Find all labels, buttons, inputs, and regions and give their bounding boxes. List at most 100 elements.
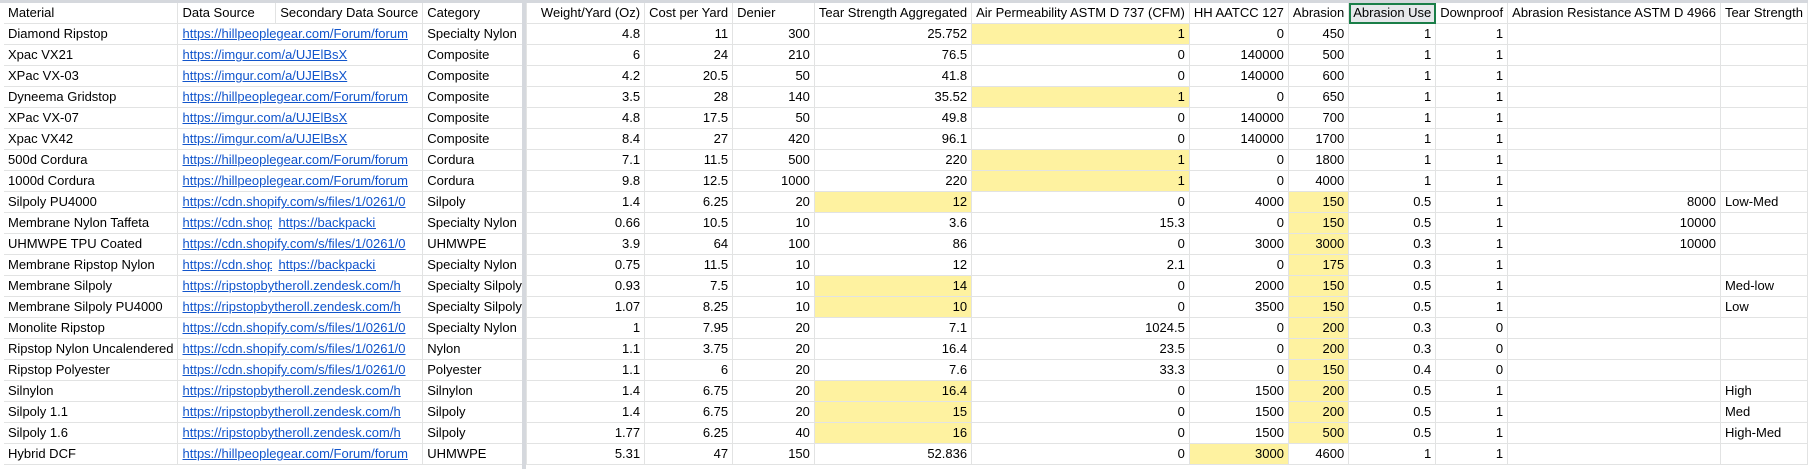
data-source-link[interactable]: https://cdn.shopify. https://backpacking [177, 212, 424, 234]
data-source-link[interactable]: https://imgur.com/a/UJElBsX [177, 44, 424, 66]
header-tear-strength[interactable]: Tear Strength [1720, 3, 1808, 24]
material-cell[interactable]: Silpoly PU4000 [4, 191, 179, 213]
cost-cell[interactable]: 10.5 [644, 212, 734, 234]
downproof-cell[interactable]: 0 [1435, 317, 1509, 339]
hh-cell[interactable]: 1500 [1189, 380, 1289, 402]
abrasion-cell[interactable]: 200 [1288, 338, 1350, 360]
header-abrasion[interactable]: Abrasion [1288, 3, 1350, 24]
material-cell[interactable]: UHMWPE TPU Coated [4, 233, 179, 255]
abrasion-cell[interactable]: 650 [1288, 86, 1350, 108]
cost-cell[interactable]: 6.25 [644, 422, 734, 444]
downproof-cell[interactable]: 1 [1435, 86, 1509, 108]
cost-cell[interactable]: 6.75 [644, 401, 734, 423]
weight-cell[interactable]: 9.8 [526, 170, 646, 192]
denier-cell[interactable]: 20 [732, 380, 815, 402]
tear-strength-aggregated-cell[interactable]: 10 [814, 296, 973, 318]
category-cell[interactable]: Composite [422, 65, 527, 87]
tear-strength-aggregated-cell[interactable]: 76.5 [814, 44, 973, 66]
abrasion-resistance-astm-cell[interactable] [1507, 44, 1721, 66]
abrasion-resistance-astm-cell[interactable] [1507, 149, 1721, 171]
cost-cell[interactable]: 12.5 [644, 170, 734, 192]
denier-cell[interactable]: 20 [732, 338, 815, 360]
category-cell[interactable]: Composite [422, 44, 527, 66]
denier-cell[interactable]: 10 [732, 296, 815, 318]
hh-cell[interactable]: 0 [1189, 86, 1289, 108]
abrasion-cell[interactable]: 1700 [1288, 128, 1350, 150]
abrasion-cell[interactable]: 150 [1288, 275, 1350, 297]
data-source-link[interactable]: https://hillpeoplegear.com/Forum/forum [177, 149, 424, 171]
hh-cell[interactable]: 2000 [1189, 275, 1289, 297]
cost-cell[interactable]: 11.5 [644, 149, 734, 171]
weight-cell[interactable]: 0.93 [526, 275, 646, 297]
weight-cell[interactable]: 4.8 [526, 107, 646, 129]
header-downproof[interactable]: Downproof [1435, 3, 1509, 24]
weight-cell[interactable]: 0.66 [526, 212, 646, 234]
data-source-link[interactable]: https://hillpeoplegear.com/Forum/forum [177, 170, 424, 192]
material-cell[interactable]: Silpoly 1.6 [4, 422, 179, 444]
denier-cell[interactable]: 140 [732, 86, 815, 108]
cost-cell[interactable]: 8.25 [644, 296, 734, 318]
category-cell[interactable]: Specialty Nylon [422, 23, 527, 45]
air-permeability-cell[interactable]: 1 [971, 86, 1190, 108]
tear-strength-cell[interactable] [1720, 149, 1808, 171]
data-source-link[interactable]: https://cdn.shopify. [182, 215, 272, 230]
denier-cell[interactable]: 40 [732, 422, 815, 444]
material-cell[interactable]: Hybrid DCF [4, 443, 179, 465]
cost-cell[interactable]: 11.5 [644, 254, 734, 276]
material-cell[interactable]: Silpoly 1.1 [4, 401, 179, 423]
category-cell[interactable]: Specialty Silpoly [422, 275, 527, 297]
downproof-cell[interactable]: 0 [1435, 338, 1509, 360]
hh-cell[interactable]: 140000 [1189, 128, 1289, 150]
denier-cell[interactable]: 10 [732, 275, 815, 297]
air-permeability-cell[interactable]: 1024.5 [971, 317, 1190, 339]
header-tear-strength-aggregated[interactable]: Tear Strength Aggregated [814, 3, 973, 24]
data-source-link[interactable]: https://ripstopbytheroll.zendesk.com/h [177, 275, 424, 297]
hh-cell[interactable]: 3500 [1189, 296, 1289, 318]
tear-strength-aggregated-cell[interactable]: 41.8 [814, 65, 973, 87]
hh-cell[interactable]: 140000 [1189, 107, 1289, 129]
data-source-link[interactable]: https://hillpeoplegear.com/Forum/forum [177, 443, 424, 465]
data-source-link[interactable]: https://imgur.com/a/UJElBsX [177, 65, 424, 87]
tear-strength-cell[interactable] [1720, 317, 1808, 339]
cost-cell[interactable]: 7.5 [644, 275, 734, 297]
air-permeability-cell[interactable]: 23.5 [971, 338, 1190, 360]
material-cell[interactable]: 1000d Cordura [4, 170, 179, 192]
abrasion-use-cell[interactable]: 0.5 [1348, 422, 1437, 444]
downproof-cell[interactable]: 1 [1435, 191, 1509, 213]
abrasion-cell[interactable]: 600 [1288, 65, 1350, 87]
cost-cell[interactable]: 17.5 [644, 107, 734, 129]
denier-cell[interactable]: 1000 [732, 170, 815, 192]
data-source-link[interactable]: https://cdn.shopify.com/s/files/1/0261/0 [177, 338, 424, 360]
header-data-source[interactable]: Data Source [177, 3, 277, 24]
tear-strength-aggregated-cell[interactable]: 7.1 [814, 317, 973, 339]
weight-cell[interactable]: 8.4 [526, 128, 646, 150]
denier-cell[interactable]: 20 [732, 317, 815, 339]
tear-strength-cell[interactable] [1720, 233, 1808, 255]
hh-cell[interactable]: 0 [1189, 149, 1289, 171]
abrasion-resistance-astm-cell[interactable] [1507, 338, 1721, 360]
tear-strength-aggregated-cell[interactable]: 52.836 [814, 443, 973, 465]
hh-cell[interactable]: 3000 [1189, 443, 1289, 465]
tear-strength-cell[interactable] [1720, 23, 1808, 45]
data-source-link[interactable]: https://imgur.com/a/UJElBsX [177, 128, 424, 150]
tear-strength-cell[interactable] [1720, 443, 1808, 465]
abrasion-use-cell[interactable]: 1 [1348, 44, 1437, 66]
cost-cell[interactable]: 7.95 [644, 317, 734, 339]
air-permeability-cell[interactable]: 0 [971, 422, 1190, 444]
abrasion-resistance-astm-cell[interactable] [1507, 296, 1721, 318]
hh-cell[interactable]: 0 [1189, 338, 1289, 360]
abrasion-cell[interactable]: 200 [1288, 317, 1350, 339]
downproof-cell[interactable]: 1 [1435, 233, 1509, 255]
weight-cell[interactable]: 4.2 [526, 65, 646, 87]
tear-strength-aggregated-cell[interactable]: 3.6 [814, 212, 973, 234]
abrasion-use-cell[interactable]: 0.3 [1348, 338, 1437, 360]
denier-cell[interactable]: 20 [732, 401, 815, 423]
category-cell[interactable]: Silpoly [422, 422, 527, 444]
abrasion-use-cell[interactable]: 1 [1348, 65, 1437, 87]
tear-strength-cell[interactable] [1720, 254, 1808, 276]
tear-strength-aggregated-cell[interactable]: 220 [814, 149, 973, 171]
abrasion-use-cell[interactable]: 0.5 [1348, 296, 1437, 318]
abrasion-resistance-astm-cell[interactable] [1507, 422, 1721, 444]
hh-cell[interactable]: 0 [1189, 212, 1289, 234]
category-cell[interactable]: Composite [422, 107, 527, 129]
